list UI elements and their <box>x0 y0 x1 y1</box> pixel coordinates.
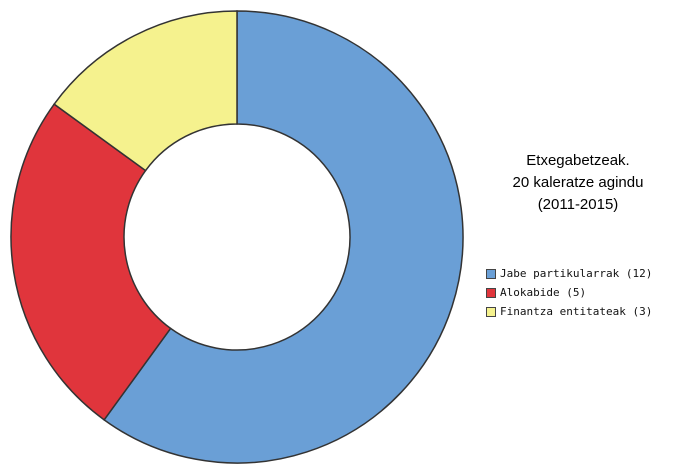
legend-label: Jabe partikularrak (12) <box>500 267 653 280</box>
slice-finantza-entitateak <box>53 10 238 172</box>
chart-title-line-3: (2011-2015) <box>537 196 619 213</box>
legend-item-jabe-partikularrak: Jabe partikularrak (12) <box>486 264 652 283</box>
donut-slices <box>10 10 464 464</box>
slice-jabe-partikularrak <box>103 10 464 464</box>
legend-swatch <box>486 268 496 279</box>
legend-item-finantza-entitateak: Finantza entitateak (3) <box>486 302 652 321</box>
legend-label: Finantza entitateak (3) <box>500 305 653 318</box>
slice-alokabide <box>10 103 172 421</box>
legend-item-alokabide: Alokabide (5) <box>486 283 652 302</box>
chart-title: Etxegabetzeak. 20 kaleratze agindu (2011… <box>482 150 674 216</box>
chart-title-line-1: Etxegabetzeak. <box>526 152 630 169</box>
legend-swatch <box>486 287 496 298</box>
legend: Jabe partikularrak (12) Alokabide (5) Fi… <box>486 264 652 321</box>
chart-title-line-2: 20 kaleratze agindu <box>512 174 644 191</box>
legend-label: Alokabide (5) <box>500 286 587 299</box>
legend-swatch <box>486 306 496 317</box>
